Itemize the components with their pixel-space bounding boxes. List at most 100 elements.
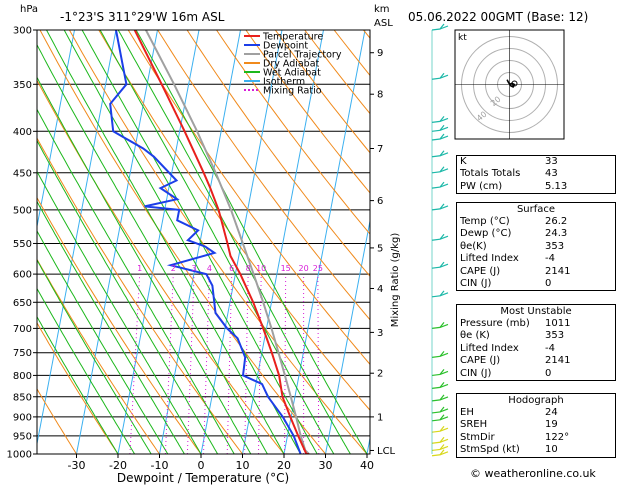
x-axis-label: Dewpoint / Temperature (°C) — [117, 471, 289, 485]
isotherm-line — [37, 30, 117, 447]
index-row-totals: Totals Totals 43 — [460, 168, 558, 180]
index-row-pw: PW (cm) 5.13 — [460, 180, 568, 192]
hodo-row: StmDir 122° — [460, 431, 570, 443]
wind-barb-flag — [439, 427, 449, 432]
dry-adiabat-line — [245, 30, 370, 194]
index-row-k: K 33 — [460, 156, 558, 167]
wind-barb-flag — [439, 408, 449, 413]
storm-motion-marker — [511, 80, 518, 87]
legend-entry: Temperature — [262, 32, 323, 43]
wind-barb — [431, 369, 445, 377]
wet-adiabat-line — [37, 315, 119, 454]
wind-barb-flag — [439, 205, 449, 210]
surface-table: Surface Temp (°C) 26.2 Dewp (°C) 24.3 θe(K… — [456, 202, 616, 292]
temperature-tick-label: 30 — [319, 459, 333, 472]
altitude-tick-label: 3 — [377, 328, 383, 339]
dewpoint-line — [109, 30, 302, 454]
altitude-tick-label: 6 — [377, 196, 383, 207]
wind-barb-flag — [439, 383, 449, 388]
mixing-ratio-label: 10 — [256, 264, 266, 273]
wind-barb — [431, 382, 445, 389]
wind-barb-flag — [439, 352, 449, 357]
wind-barb — [431, 233, 445, 241]
wind-barb — [431, 72, 445, 80]
mixing-ratio-label: 25 — [313, 264, 323, 273]
mixing-ratio-line — [226, 274, 233, 454]
mixing-ratio-axis-label: Mixing Ratio (g/kg) — [390, 233, 401, 328]
legend-entry: Mixing Ratio — [263, 86, 322, 97]
isotherm-line — [242, 30, 324, 454]
wet-adiabat-line — [117, 30, 351, 454]
hpa-label: hPa — [20, 4, 38, 15]
temperature-tick-label: -10 — [151, 459, 169, 472]
legend-entry: Dewpoint — [263, 41, 308, 52]
dry-adiabat-line — [37, 387, 77, 454]
dry-adiabat-line — [37, 196, 202, 454]
wind-barb — [431, 181, 445, 189]
isotherm-line — [283, 30, 366, 454]
pressure-tick-label: 850 — [13, 392, 32, 403]
parcel-trajectory-line — [145, 30, 310, 454]
wet-adiabat-line — [63, 30, 302, 454]
mixing-ratio-labels: 1 2 3 4 6 8 10 15 20 25 — [137, 264, 323, 273]
mu-row: θe (K) 353 — [460, 330, 565, 342]
pressure-tick-label: 1000 — [7, 450, 32, 461]
temperature-tick-label: 40 — [360, 459, 374, 472]
dry-adiabat-line — [157, 30, 370, 321]
wet-adiabat-line — [135, 30, 368, 454]
wind-barb — [431, 406, 445, 414]
wind-barb — [431, 150, 445, 158]
temperature-tick-label: 0 — [198, 459, 205, 472]
dry-adiabat-line — [37, 79, 285, 454]
wind-barb — [431, 322, 445, 329]
legend-entry: Dry Adiabat — [263, 59, 320, 70]
hodo-row: SREH 19 — [460, 419, 558, 431]
mixing-ratio-label: 3 — [192, 264, 197, 273]
mixing-ratio-label: 1 — [137, 264, 142, 273]
isotherm-line — [117, 30, 200, 454]
pressure-tick-label: 650 — [13, 298, 32, 309]
wind-barb — [431, 444, 445, 452]
wet-adiabat-line — [37, 258, 152, 454]
mixing-ratio-label: 15 — [281, 264, 291, 273]
wind-barb — [431, 350, 445, 358]
mu-row: CAPE (J) 2141 — [460, 355, 571, 367]
wind-barb-flag — [439, 416, 449, 421]
wind-barb — [431, 23, 445, 31]
pressure-tick-label: 450 — [13, 168, 32, 179]
pressure-tick-label: 550 — [13, 239, 32, 250]
wind-barb-flag — [439, 183, 449, 188]
wet-adiabat-line — [46, 30, 285, 454]
pressure-tick-label: 600 — [13, 270, 32, 281]
dry-adiabat-line — [37, 258, 160, 454]
legend-entry: Wet Adiabat — [263, 68, 321, 79]
most-unstable-title: Most Unstable — [500, 306, 572, 317]
mixing-ratio-label: 8 — [246, 264, 251, 273]
dry-adiabat-line — [39, 30, 326, 454]
altitude-tick-label: 5 — [377, 243, 383, 254]
temperature-tick-label: 20 — [277, 459, 291, 472]
temperature-line — [133, 30, 309, 454]
dry-adiabat-line — [186, 30, 370, 278]
altitude-tick-label: 2 — [377, 369, 383, 380]
wet-adiabat-line — [37, 200, 185, 454]
wind-barb — [431, 394, 445, 402]
pressure-tick-label: 900 — [13, 412, 32, 423]
wind-barb-flag — [439, 445, 449, 451]
chart-traces — [109, 30, 310, 454]
wind-barb-flag — [439, 370, 449, 375]
wet-adiabat-line — [81, 30, 318, 454]
altitude-tick-label: 8 — [377, 90, 383, 101]
wind-barbs — [431, 23, 449, 457]
wet-adiabat-line — [37, 230, 169, 454]
mu-row: Pressure (mb) 1011 — [460, 318, 571, 329]
surface-row: CIN (J) 0 — [460, 277, 552, 289]
surface-row: Dewp (°C) 24.3 — [460, 228, 568, 240]
pressure-tick-label: 400 — [13, 127, 32, 138]
mixing-ratio-label: 20 — [299, 264, 309, 273]
chart-grid — [37, 30, 370, 454]
hodo-row: EH 24 — [460, 407, 558, 418]
